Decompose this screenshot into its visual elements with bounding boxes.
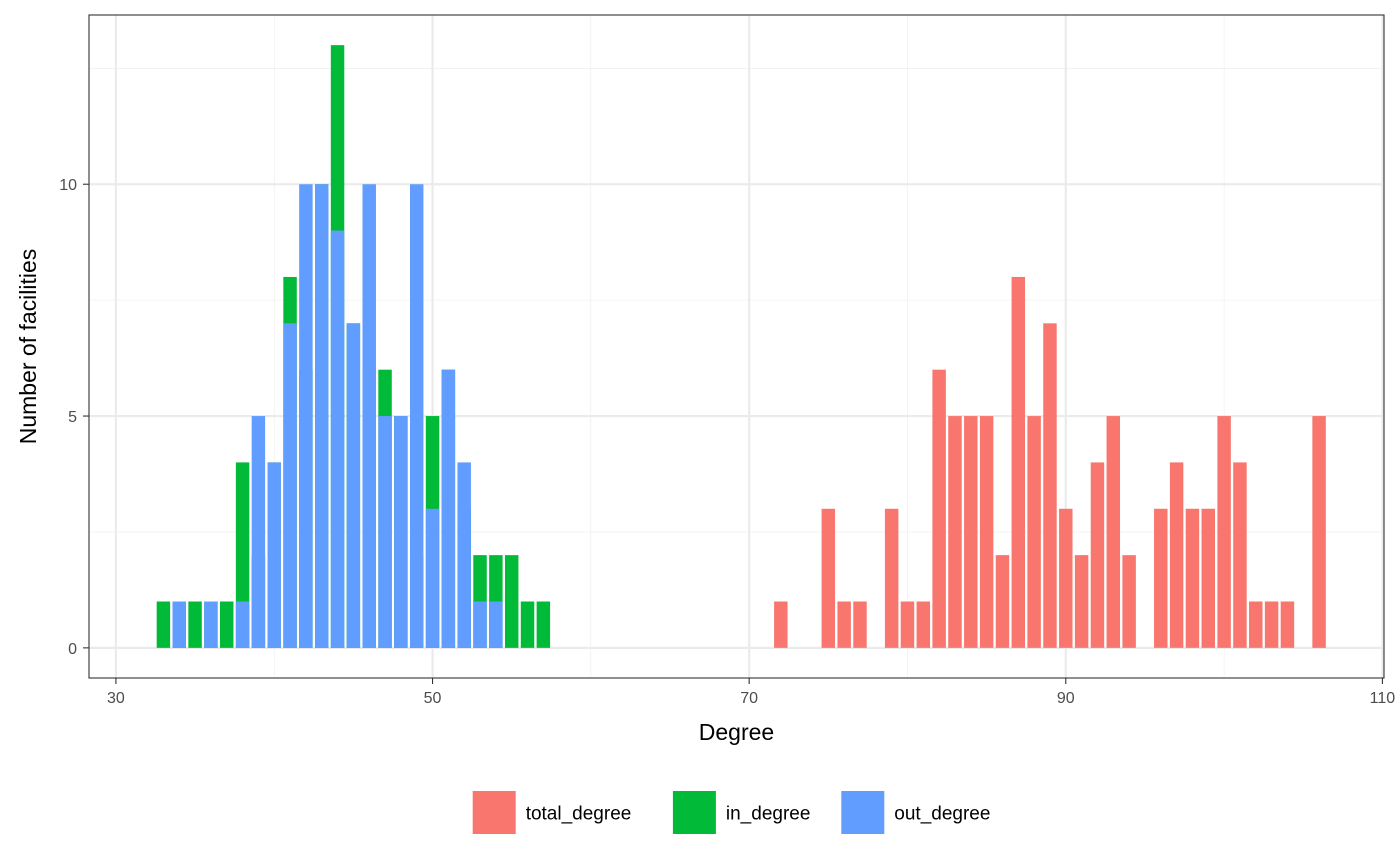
bar-in_degree bbox=[220, 601, 234, 648]
bar-out_degree bbox=[235, 601, 250, 648]
bar-total_degree bbox=[1011, 276, 1026, 648]
bar-in_degree bbox=[520, 601, 535, 648]
bar-total_degree bbox=[948, 416, 962, 648]
bar-out_degree bbox=[346, 323, 361, 648]
y-tick-label: 0 bbox=[68, 641, 77, 658]
y-axis: 0 5 10 bbox=[59, 177, 89, 658]
bar-total_degree bbox=[1217, 416, 1231, 648]
x-tick-label: 50 bbox=[424, 690, 442, 707]
bar-total_degree bbox=[916, 601, 931, 648]
bar-total_degree bbox=[853, 601, 867, 648]
bar-total_degree bbox=[1280, 601, 1295, 648]
bar-total_degree bbox=[1090, 462, 1105, 648]
bar-total_degree bbox=[1264, 601, 1279, 648]
legend-key-total_degree bbox=[472, 791, 516, 834]
bar-out_degree bbox=[441, 369, 456, 648]
x-tick-label: 30 bbox=[107, 690, 125, 707]
y-axis-title: Number of facilities bbox=[15, 249, 41, 445]
bar-out_degree bbox=[425, 508, 440, 648]
bar-total_degree bbox=[1074, 555, 1089, 648]
bar-out_degree bbox=[489, 601, 503, 648]
legend-label-out_degree: out_degree bbox=[894, 804, 990, 825]
bar-out_degree bbox=[378, 416, 392, 648]
bar-total_degree bbox=[1106, 416, 1121, 648]
bar-out_degree bbox=[394, 416, 408, 648]
bar-in_degree bbox=[156, 601, 171, 648]
bar-total_degree bbox=[837, 601, 851, 648]
bar-out_degree bbox=[283, 323, 297, 648]
legend: total_degree in_degree out_degree bbox=[472, 791, 990, 834]
x-tick-label: 70 bbox=[740, 690, 758, 707]
bar-total_degree bbox=[932, 369, 946, 648]
bar-out_degree bbox=[330, 230, 345, 648]
bar-total_degree bbox=[1185, 508, 1200, 648]
bar-out_degree bbox=[409, 184, 424, 648]
x-axis-title: Degree bbox=[699, 719, 774, 745]
bar-in_degree bbox=[188, 601, 202, 648]
bar-total_degree bbox=[1122, 555, 1136, 648]
bar-out_degree bbox=[314, 184, 329, 648]
bar-out_degree bbox=[457, 462, 471, 648]
bar-total_degree bbox=[900, 601, 915, 648]
y-tick-label: 10 bbox=[59, 177, 77, 194]
bar-out_degree bbox=[267, 462, 281, 648]
x-tick-label: 110 bbox=[1370, 690, 1396, 707]
bar-out_degree bbox=[204, 601, 218, 648]
plot-border bbox=[88, 14, 1385, 679]
x-tick-label: 90 bbox=[1057, 690, 1075, 707]
x-axis: 30 50 70 90 110 bbox=[107, 678, 1395, 707]
legend-key-out_degree bbox=[841, 791, 885, 834]
bar-total_degree bbox=[1249, 601, 1263, 648]
bars-layer bbox=[156, 45, 1326, 648]
bar-total_degree bbox=[1312, 416, 1326, 648]
bar-total_degree bbox=[1233, 462, 1247, 648]
bar-total_degree bbox=[1169, 462, 1184, 648]
bar-total_degree bbox=[821, 508, 836, 648]
bar-total_degree bbox=[1201, 508, 1215, 648]
y-tick-label: 5 bbox=[68, 409, 77, 426]
bar-in_degree bbox=[235, 462, 250, 648]
legend-label-total_degree: total_degree bbox=[526, 804, 632, 825]
bar-total_degree bbox=[774, 601, 788, 648]
bar-total_degree bbox=[1027, 416, 1041, 648]
legend-key-in_degree bbox=[672, 791, 716, 834]
bar-total_degree bbox=[884, 508, 899, 648]
bar-out_degree bbox=[362, 184, 376, 648]
bar-total_degree bbox=[979, 416, 994, 648]
bar-in_degree bbox=[536, 601, 551, 648]
bar-total_degree bbox=[1059, 508, 1073, 648]
bar-in_degree bbox=[504, 555, 519, 648]
bar-out_degree bbox=[473, 601, 487, 648]
bar-total_degree bbox=[1154, 508, 1168, 648]
bar-total_degree bbox=[995, 555, 1010, 648]
legend-label-in_degree: in_degree bbox=[726, 804, 811, 825]
bar-total_degree bbox=[964, 416, 978, 648]
bar-out_degree bbox=[251, 416, 266, 648]
bar-out_degree bbox=[299, 184, 313, 648]
bar-out_degree bbox=[172, 601, 186, 648]
bar-total_degree bbox=[1043, 323, 1057, 648]
